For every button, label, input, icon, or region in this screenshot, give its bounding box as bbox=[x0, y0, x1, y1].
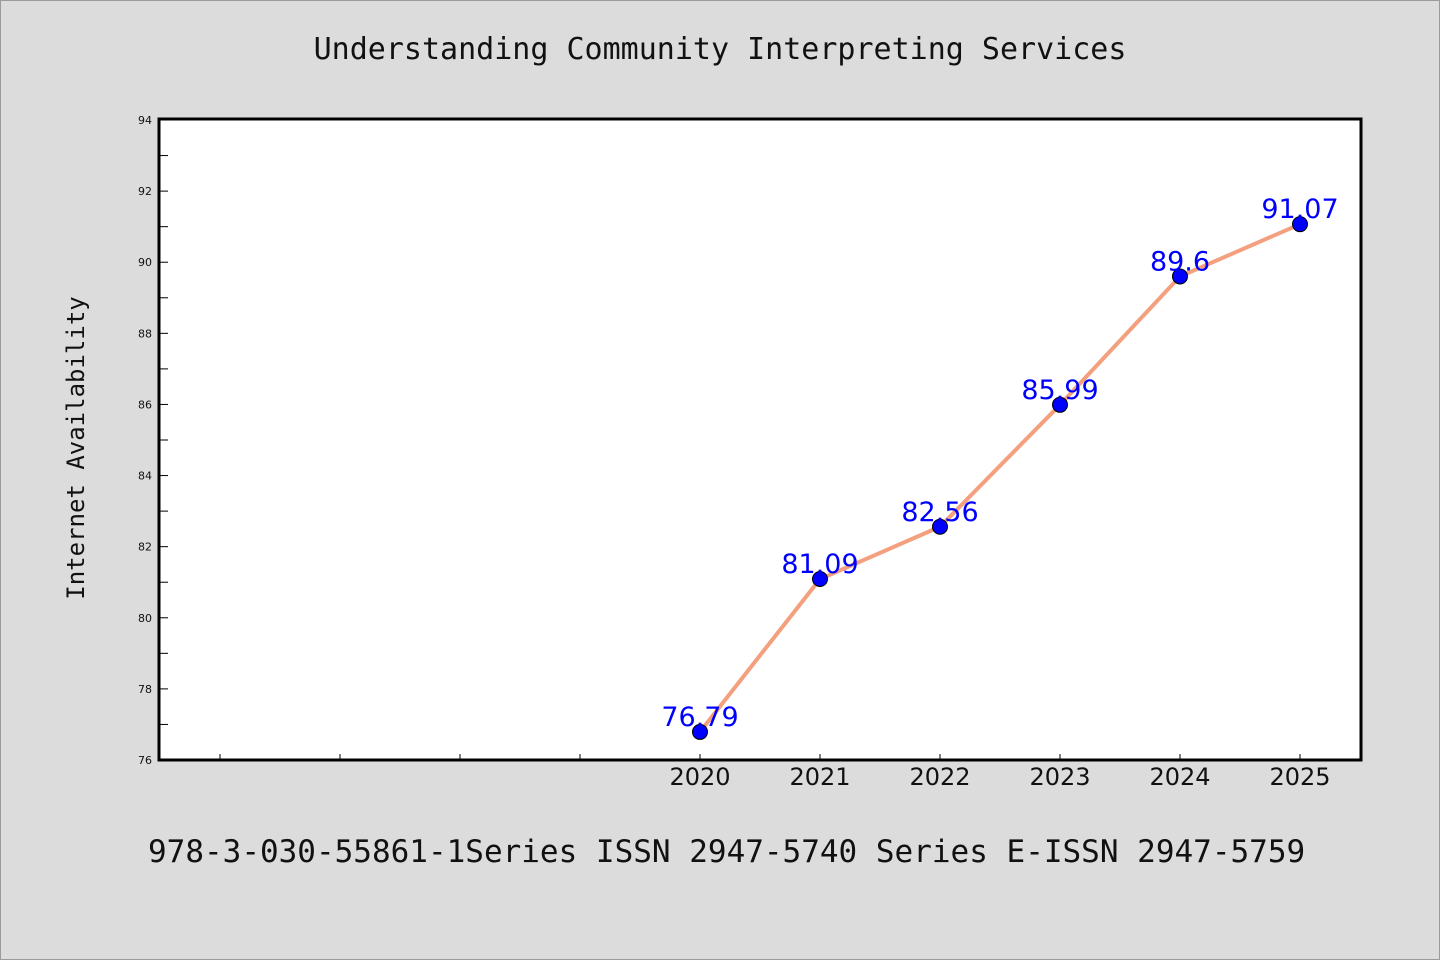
x-axis: 2020 2021 2022 2023 2024 2025 bbox=[219, 754, 1331, 791]
y-tick-label: 90 bbox=[138, 256, 152, 269]
y-tick-label: 78 bbox=[138, 683, 152, 696]
data-point bbox=[1292, 216, 1308, 233]
series-line bbox=[698, 222, 1301, 734]
y-tick-label: 84 bbox=[138, 470, 152, 483]
footer-isbn-issn: 978-3-030-55861-1Series ISSN 2947-5740 S… bbox=[148, 834, 1306, 870]
data-label: 85.99 bbox=[1021, 375, 1098, 406]
data-point bbox=[692, 723, 708, 740]
data-point bbox=[1172, 268, 1188, 285]
data-labels: 76.79 81.09 82.56 85.99 89.6 91.07 bbox=[661, 194, 1338, 733]
x-tick-label: 2023 bbox=[1029, 763, 1090, 791]
y-tick-label: 82 bbox=[138, 541, 152, 554]
data-point bbox=[932, 518, 948, 535]
y-tick-label: 76 bbox=[138, 754, 152, 767]
data-point bbox=[1052, 396, 1068, 413]
chart-title: Understanding Community Interpreting Ser… bbox=[313, 32, 1127, 67]
x-tick-label: 2022 bbox=[909, 763, 970, 791]
data-label: 82.56 bbox=[901, 497, 978, 528]
x-tick-label: 2025 bbox=[1269, 763, 1330, 791]
y-tick-label: 86 bbox=[138, 398, 152, 411]
y-tick-label: 80 bbox=[138, 612, 152, 625]
data-point bbox=[812, 571, 828, 588]
y-tick-label: 92 bbox=[138, 185, 152, 198]
plot-area bbox=[157, 117, 1363, 762]
x-tick-label: 2021 bbox=[789, 763, 850, 791]
y-tick-label: 94 bbox=[138, 114, 152, 127]
y-axis: 76 78 80 82 84 86 88 90 92 94 bbox=[138, 114, 168, 767]
data-label: 89.6 bbox=[1150, 246, 1210, 277]
data-label: 91.07 bbox=[1261, 194, 1338, 225]
series-group bbox=[692, 216, 1308, 740]
data-label: 81.09 bbox=[781, 549, 858, 580]
data-label: 76.79 bbox=[661, 702, 738, 733]
x-tick-label: 2020 bbox=[669, 763, 730, 791]
y-tick-label: 88 bbox=[138, 327, 152, 340]
x-tick-label: 2024 bbox=[1149, 763, 1210, 791]
